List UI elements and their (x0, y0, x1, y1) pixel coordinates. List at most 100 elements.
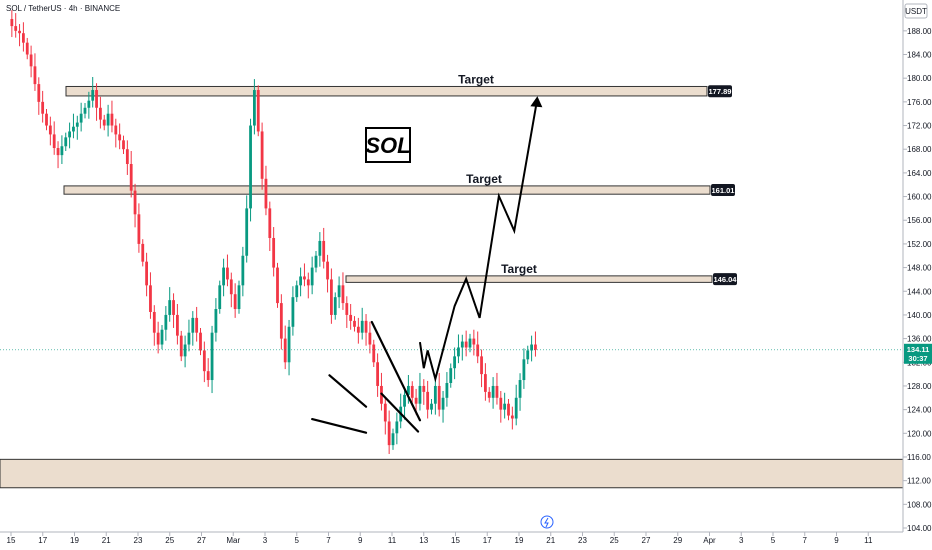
candle-body (25, 42, 29, 55)
candle-body (60, 146, 64, 156)
time-tick-label: 7 (803, 536, 808, 545)
symbol-box-label: SOL (365, 133, 410, 158)
time-tick-label: 23 (134, 536, 143, 545)
candle-body (287, 326, 291, 363)
candle-body (484, 374, 487, 392)
candle-body (407, 385, 410, 395)
candle-body (522, 359, 526, 381)
candle-body (491, 385, 495, 398)
candle-body (372, 344, 376, 363)
candle-body (245, 208, 249, 256)
candle-body (437, 385, 441, 410)
pattern-trendline (311, 417, 368, 434)
candle-body (129, 164, 133, 191)
time-tick-label: 15 (451, 536, 460, 545)
price-tick-label: 140.00 (907, 311, 932, 320)
candle-body (99, 107, 102, 120)
price-tick-label: 188.00 (907, 27, 932, 36)
price-tick-label: 176.00 (907, 98, 932, 107)
candle-body (457, 347, 460, 357)
candle-body (87, 100, 91, 108)
pattern-trendline (370, 320, 422, 422)
time-axis[interactable]: 15 17 19 21 23 25 27 Mar 3 5 7 9 11 13 15 17 19 21 23 25 27 2… (0, 531, 903, 545)
candle-body (218, 285, 222, 310)
time-tick-label: 11 (388, 536, 397, 545)
target-label: Target (466, 172, 502, 186)
price-tick-label: 164.00 (907, 169, 932, 178)
candle-body (52, 134, 56, 149)
candle-body (468, 338, 472, 348)
price-tick-label: 156.00 (907, 216, 932, 225)
candle-body (279, 303, 283, 339)
candle-body (191, 317, 195, 333)
candle-body (18, 30, 21, 34)
price-tag-label: 146.04 (714, 275, 738, 284)
currency-box[interactable] (904, 3, 928, 19)
candle-body (222, 267, 225, 286)
candle-body (72, 126, 75, 132)
candle-body (179, 335, 183, 357)
candle-body (253, 90, 256, 126)
target-zone (63, 185, 711, 195)
price-tick-label: 104.00 (907, 524, 932, 533)
symbol-header: SOL / TetherUS · 4h · BINANCE (6, 4, 120, 13)
candle-body (322, 240, 326, 262)
price-tick-label: 172.00 (907, 122, 932, 131)
candles (10, 10, 537, 455)
time-tick-label: 21 (546, 536, 555, 545)
time-tick-label: 15 (7, 536, 16, 545)
time-tick-label: 5 (295, 536, 300, 545)
candle-body (430, 403, 433, 410)
target-label: Target (501, 262, 537, 276)
symbol-box[interactable] (365, 127, 411, 163)
candle-body (414, 397, 418, 404)
price-tick-label: 180.00 (907, 74, 932, 83)
price-tag (713, 273, 737, 286)
candle-body (91, 90, 95, 101)
price-tick-label: 144.00 (907, 287, 932, 296)
time-tick-label: 5 (771, 536, 776, 545)
candle-body (314, 255, 318, 268)
candle-body (295, 285, 299, 298)
zones: Target 177.89 Target 161.01 Target 146.04 (0, 72, 904, 489)
candle-body (368, 332, 372, 345)
price-tick-label: 124.00 (907, 406, 932, 415)
time-tick-label: 25 (610, 536, 619, 545)
candle-body (164, 314, 168, 330)
price-tick-label: 184.00 (907, 51, 932, 60)
candle-body (449, 368, 453, 383)
candle-body (326, 261, 329, 280)
flash-icon[interactable] (540, 515, 554, 529)
price-tick-label: 112.00 (907, 477, 931, 486)
time-tick-label: 9 (358, 536, 363, 545)
flash-icon-glyph (544, 517, 549, 528)
currency-label: USDT (905, 7, 927, 16)
candle-body (183, 344, 187, 357)
candle-body (272, 237, 276, 268)
candle-body (48, 125, 52, 135)
price-axis[interactable]: 104.00 108.00 112.00 116.00 120.00 124.00 128.… (902, 0, 932, 533)
candle-body (276, 267, 279, 304)
candle-body (510, 415, 514, 419)
candle-body (410, 385, 414, 398)
candle-body (291, 297, 295, 327)
candle-body (383, 403, 387, 422)
candle-body (464, 341, 468, 348)
candle-body (264, 178, 268, 209)
projection-path (418, 98, 539, 383)
target-zone (65, 85, 708, 97)
candle-body (445, 382, 449, 398)
candle-body (22, 33, 25, 43)
candle-body (333, 297, 337, 315)
candle-body (303, 276, 306, 280)
candle-body (426, 391, 430, 410)
candle-body (249, 125, 252, 209)
candle-body (214, 309, 218, 333)
candle-body (395, 421, 399, 434)
candle-body (210, 332, 214, 381)
candle-body (495, 385, 499, 398)
candle-body (387, 421, 391, 446)
candle-body (133, 190, 137, 215)
candle-body (441, 397, 445, 410)
